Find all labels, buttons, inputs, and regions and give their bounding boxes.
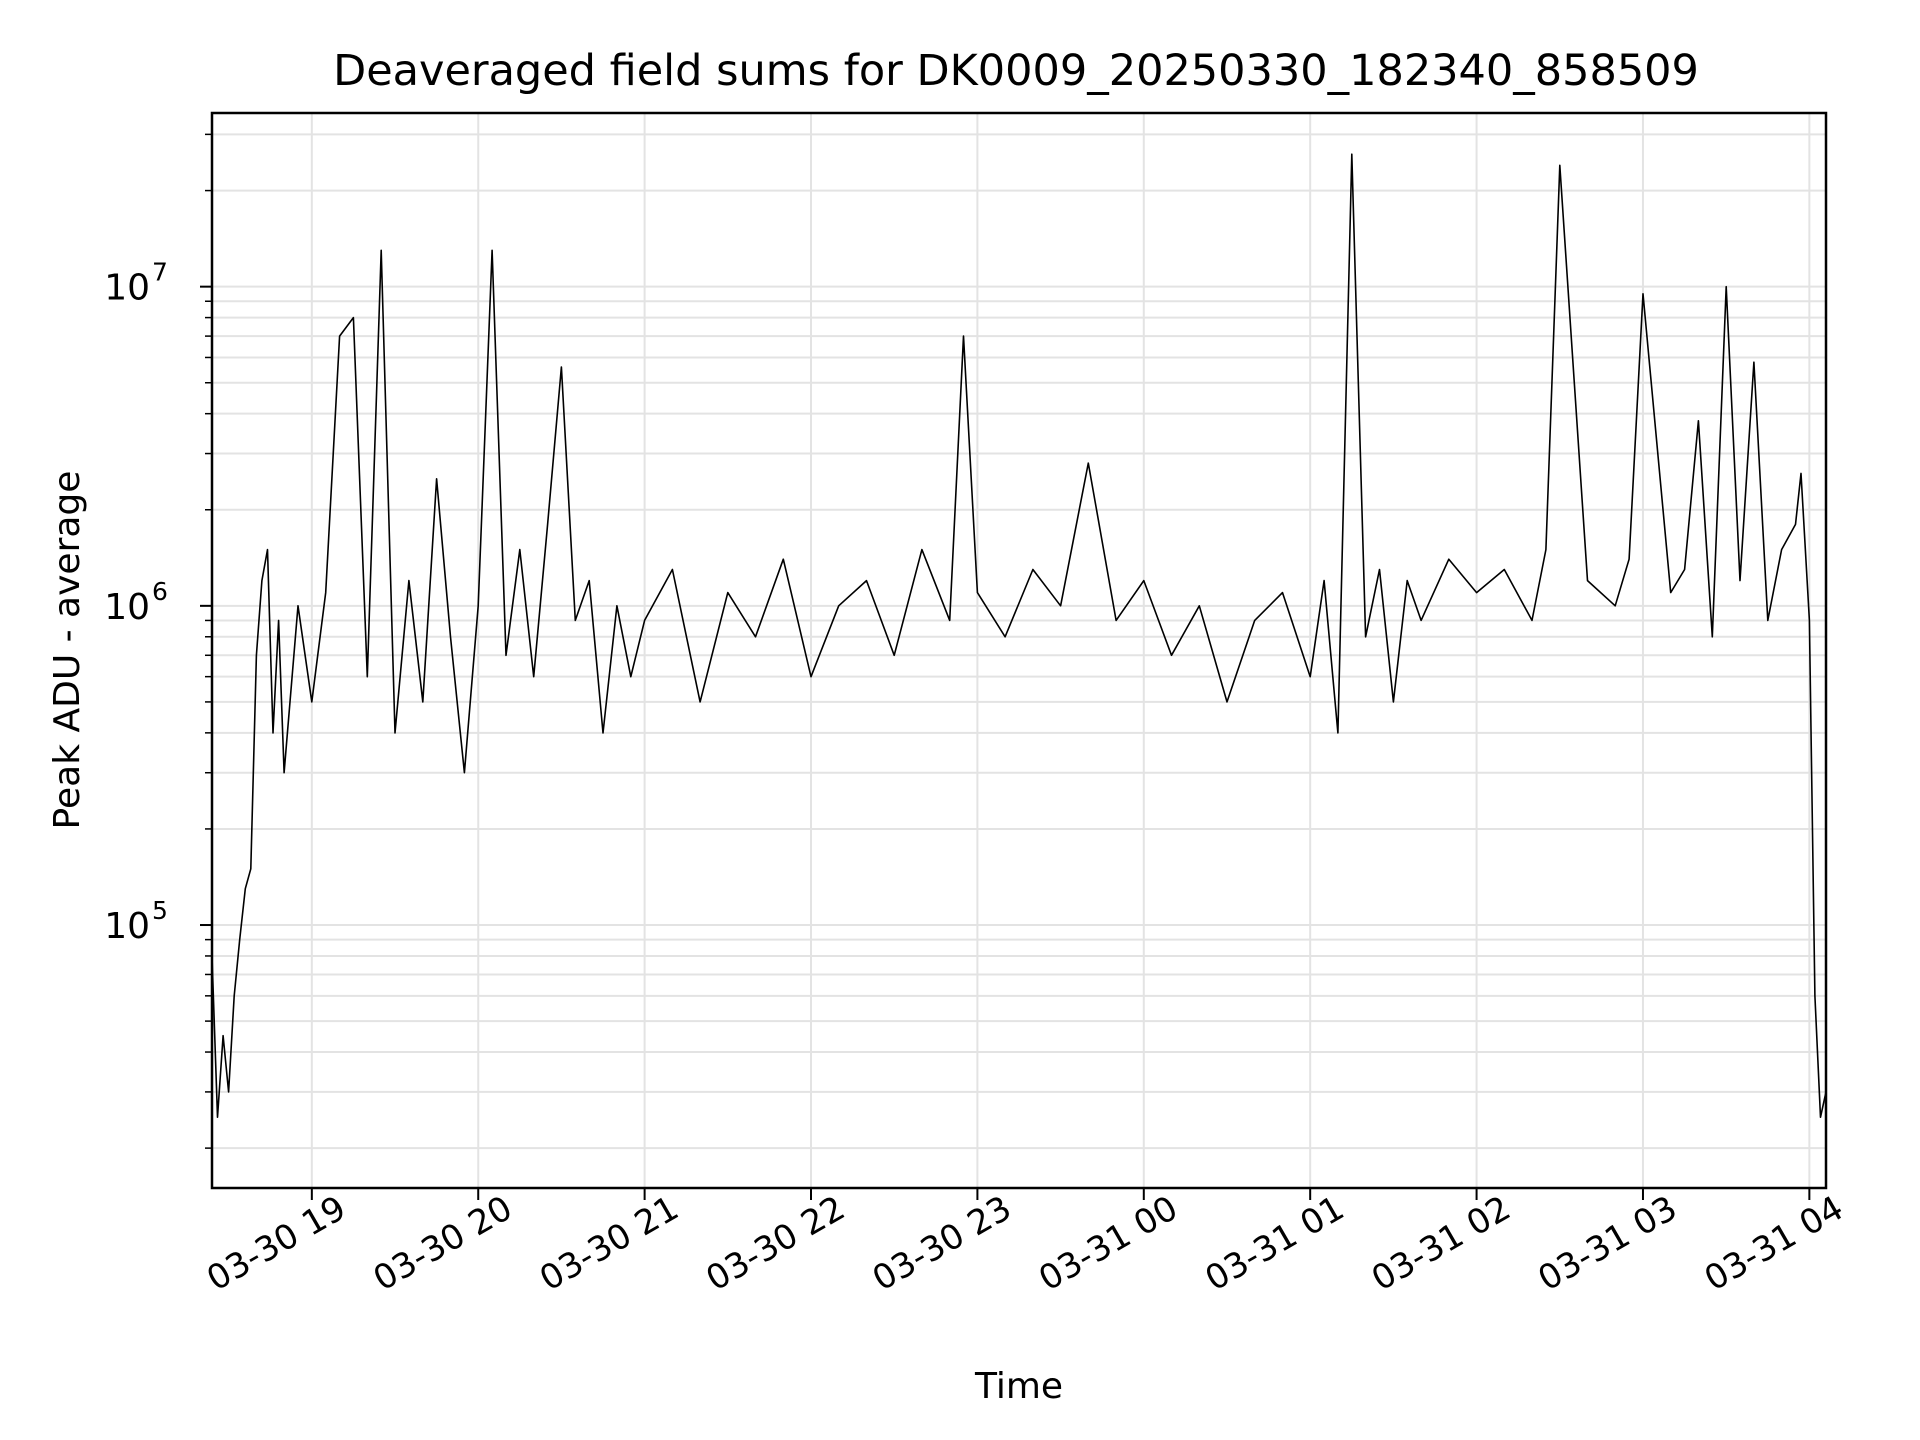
series-line: [211, 153, 1827, 1118]
x-axis-label: Time: [974, 1366, 1063, 1407]
y-tick-label: 10: [104, 268, 150, 309]
plot-frame: [210, 111, 1828, 1190]
x-tick-label: 03-31 04: [1698, 1188, 1850, 1299]
x-tick-label: 03-31 01: [1199, 1188, 1351, 1299]
y-tick-exponent: 5: [152, 896, 168, 925]
x-axis: 03-30 19 03-30 20 03-30 21 03-30 22 03-30 23…: [200, 1188, 1850, 1299]
y-tick-label: 10: [104, 587, 150, 628]
chart-title: Deaveraged field sums for DK0009_2025033…: [333, 46, 1699, 96]
x-tick-label: 03-31 00: [1032, 1188, 1184, 1299]
x-tick-label: 03-30 23: [866, 1188, 1018, 1299]
y-tick-label: 10: [104, 906, 150, 947]
y-axis-label: Peak ADU - average: [47, 471, 88, 830]
x-tick-label: 03-30 22: [699, 1188, 851, 1299]
x-tick-label: 03-30 21: [533, 1188, 685, 1299]
series-layer: [211, 153, 1827, 1118]
grid-lines: [212, 113, 1826, 1188]
x-tick-label: 03-30 19: [200, 1188, 352, 1299]
x-tick-label: 03-31 03: [1531, 1188, 1683, 1299]
x-tick-label: 03-30 20: [367, 1188, 519, 1299]
x-tick-label: 03-31 02: [1365, 1188, 1517, 1299]
y-tick-exponent: 7: [152, 258, 168, 287]
y-tick-exponent: 6: [152, 577, 168, 606]
